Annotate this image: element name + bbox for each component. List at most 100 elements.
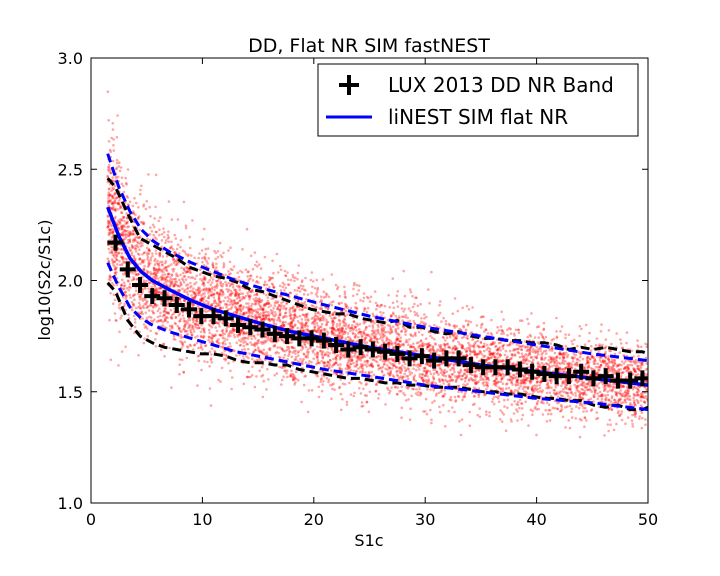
scatter-point [533, 336, 537, 339]
scatter-point [330, 273, 334, 276]
scatter-point [384, 403, 387, 406]
scatter-point [377, 330, 380, 333]
scatter-point [320, 318, 323, 322]
scatter-point [122, 230, 125, 234]
scatter-point [232, 333, 236, 337]
scatter-point [157, 290, 160, 294]
scatter-point [156, 309, 160, 313]
scatter-point [518, 344, 521, 348]
scatter-point [107, 247, 111, 251]
scatter-point [529, 380, 533, 383]
scatter-point [512, 373, 515, 377]
scatter-point [578, 417, 582, 421]
scatter-point [533, 384, 536, 387]
scatter-point [525, 349, 529, 353]
scatter-point [188, 246, 192, 250]
scatter-point [258, 369, 262, 373]
scatter-point [149, 258, 153, 262]
scatter-point [395, 369, 399, 373]
scatter-point [458, 327, 462, 331]
scatter-point [544, 408, 547, 412]
scatter-point [414, 313, 417, 317]
scatter-point [381, 365, 385, 369]
scatter-point [623, 399, 627, 402]
scatter-point [209, 294, 213, 297]
scatter-point [574, 391, 577, 395]
scatter-point [542, 358, 546, 361]
scatter-point [302, 284, 305, 288]
scatter-point [448, 379, 452, 383]
scatter-point [330, 303, 334, 307]
scatter-point [302, 288, 306, 292]
scatter-point [230, 300, 234, 303]
scatter-point [303, 306, 307, 310]
scatter-point [374, 389, 378, 393]
scatter-point [374, 301, 378, 305]
scatter-point [377, 363, 380, 367]
scatter-point [374, 359, 377, 363]
scatter-point [199, 330, 203, 334]
scatter-point [644, 423, 647, 427]
scatter-point [387, 341, 391, 345]
scatter-point [497, 400, 501, 404]
scatter-point [319, 378, 323, 381]
scatter-point [164, 241, 167, 245]
scatter-point [319, 325, 323, 329]
scatter-point [390, 386, 393, 389]
scatter-point [586, 366, 590, 369]
scatter-point [521, 319, 524, 323]
scatter-point [162, 227, 165, 230]
scatter-point [574, 417, 578, 420]
scatter-point [193, 277, 197, 281]
scatter-point [265, 388, 268, 391]
scatter-point [196, 334, 199, 338]
scatter-point [507, 344, 511, 347]
scatter-point [425, 382, 429, 385]
scatter-point [229, 283, 232, 286]
scatter-point [321, 355, 324, 359]
scatter-point [117, 165, 121, 168]
scatter-point [234, 302, 237, 306]
scatter-point [201, 238, 205, 241]
scatter-point [117, 364, 120, 367]
scatter-point [412, 319, 416, 323]
scatter-point [396, 386, 400, 389]
scatter-point [418, 368, 421, 371]
scatter-point [520, 352, 524, 356]
scatter-point [284, 274, 287, 277]
scatter-point [326, 307, 330, 311]
scatter-point [227, 249, 230, 252]
scatter-point [397, 342, 400, 346]
scatter-point [239, 292, 242, 295]
scatter-point [178, 320, 181, 323]
scatter-point [229, 300, 232, 304]
scatter-point [409, 407, 412, 411]
scatter-point [414, 379, 418, 383]
scatter-point [138, 301, 141, 305]
scatter-point [495, 377, 499, 381]
scatter-point [437, 354, 440, 357]
scatter-point [238, 305, 242, 308]
scatter-point [535, 345, 538, 349]
scatter-point [175, 272, 178, 276]
scatter-point [275, 292, 279, 295]
scatter-point [445, 336, 449, 340]
scatter-point [108, 228, 111, 232]
scatter-point [428, 370, 432, 373]
scatter-point [613, 352, 617, 356]
scatter-point [408, 370, 411, 374]
scatter-point [203, 256, 207, 260]
scatter-point [300, 279, 304, 282]
scatter-point [168, 346, 171, 350]
scatter-point [288, 307, 292, 310]
scatter-point [124, 295, 128, 298]
scatter-point [315, 278, 319, 282]
scatter-point [218, 291, 222, 295]
scatter-point [467, 378, 471, 381]
scatter-point [527, 322, 530, 326]
scatter-point [188, 235, 191, 239]
scatter-point [224, 354, 228, 357]
scatter-point [215, 280, 219, 283]
scatter-point [576, 344, 579, 348]
scatter-point [310, 271, 314, 274]
